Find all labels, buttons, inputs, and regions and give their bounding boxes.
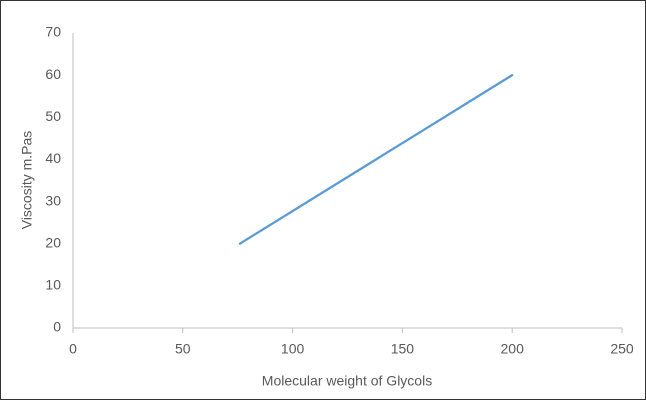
y-tick-label: 30 — [45, 192, 61, 208]
x-tick-label: 200 — [501, 341, 525, 357]
x-tick-label: 250 — [610, 341, 634, 357]
data-line — [238, 74, 514, 245]
x-tick-label: 100 — [281, 341, 305, 357]
y-tick-label: 50 — [45, 108, 61, 124]
x-axis-title: Molecular weight of Glycols — [262, 373, 432, 389]
x-tick-label: 0 — [69, 341, 77, 357]
y-axis-title: Viscosity m.Pas — [19, 131, 35, 230]
y-tick-label: 10 — [45, 277, 61, 293]
y-tick-label: 70 — [45, 24, 61, 40]
y-tick-label: 40 — [45, 150, 61, 166]
x-tick-label: 150 — [391, 341, 415, 357]
y-tick-label: 20 — [45, 234, 61, 250]
y-tick-label: 60 — [45, 66, 61, 82]
y-tick-label: 0 — [53, 319, 61, 335]
x-tick-label: 50 — [175, 341, 191, 357]
